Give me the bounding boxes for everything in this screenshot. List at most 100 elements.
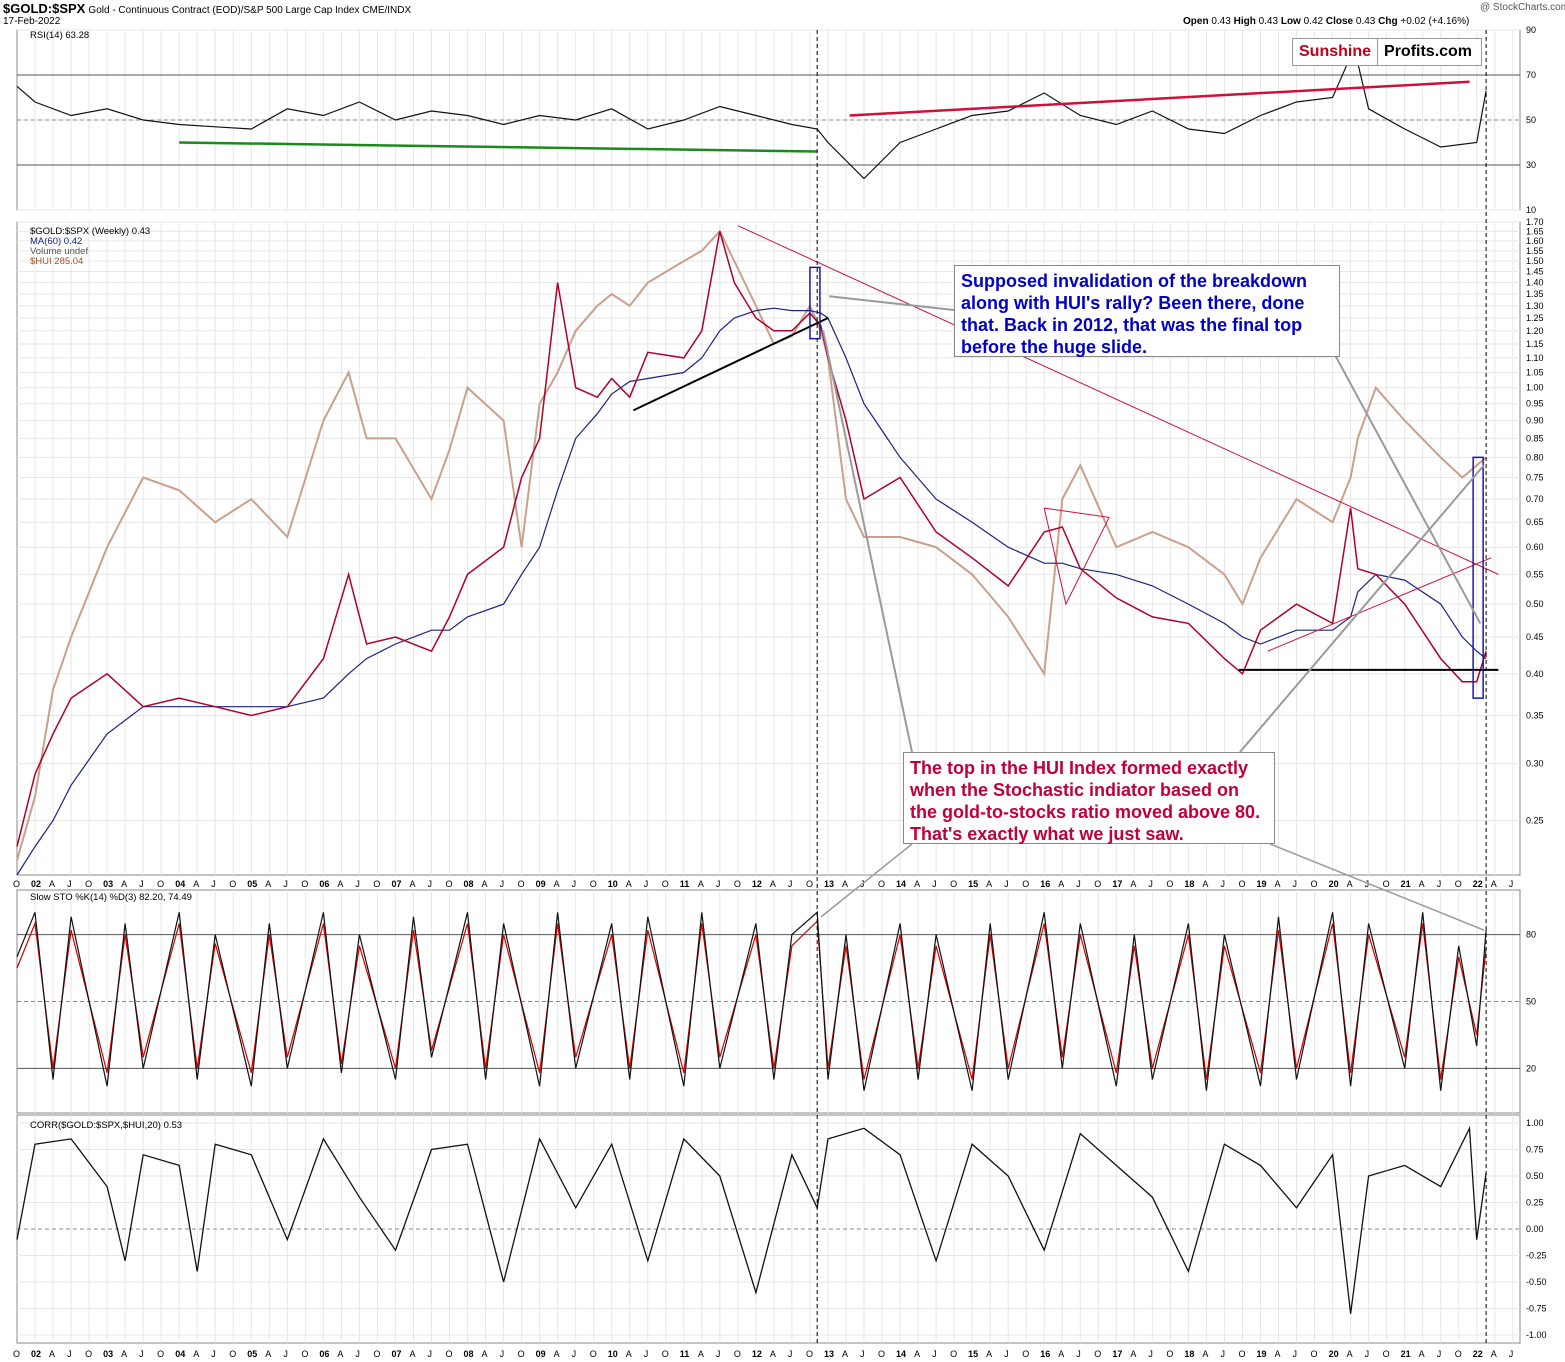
callout-red-to-hui	[1239, 464, 1485, 753]
callout-red-to-stoch-2022	[1269, 843, 1485, 931]
highlight-box-2012	[809, 266, 821, 340]
x-tick-label: A	[1347, 879, 1353, 889]
price-tick-label: 1.05	[1526, 367, 1544, 377]
x-tick-label: A	[770, 1349, 776, 1359]
rsi-tick-label: 50	[1526, 115, 1536, 125]
x-tick-label: J	[860, 1349, 865, 1359]
callout-blue-to-2022	[1334, 354, 1482, 624]
x-tick-label: J	[644, 879, 649, 889]
x-tick-label: 07	[391, 1349, 401, 1359]
x-tick-label: A	[986, 1349, 992, 1359]
corr-line	[16, 1125, 1487, 1314]
x-tick-label: O	[806, 1349, 813, 1359]
x-tick-label: 12	[752, 1349, 762, 1359]
x-tick-label: O	[734, 1349, 741, 1359]
x-tick-label: O	[85, 1349, 92, 1359]
x-tick-label: O	[1166, 879, 1173, 889]
x-tick-label: A	[914, 879, 920, 889]
symbol-description: Gold - Continuous Contract (EOD)/S&P 500…	[88, 5, 412, 16]
price-tick-label: 1.60	[1526, 236, 1544, 246]
x-tick-label: A	[1491, 879, 1497, 889]
price-tick-label: 0.35	[1526, 710, 1544, 720]
rsi-tick-label: 90	[1526, 25, 1536, 35]
x-tick-label: A	[1275, 879, 1281, 889]
x-tick-label: A	[1130, 879, 1136, 889]
x-tick-label: 03	[103, 1349, 113, 1359]
corr-tick-label: -0.75	[1526, 1304, 1547, 1314]
x-tick-label: A	[986, 879, 992, 889]
x-tick-label: J	[572, 879, 577, 889]
x-tick-label: A	[337, 1349, 343, 1359]
x-tick-label: O	[157, 1349, 164, 1359]
x-tick-label: A	[121, 879, 127, 889]
price-tick-label: 1.25	[1526, 313, 1544, 323]
x-tick-label: 08	[464, 879, 474, 889]
corr-tick-label: 0.75	[1526, 1145, 1544, 1155]
close-label: Close	[1325, 16, 1354, 27]
x-tick-label: A	[1058, 879, 1064, 889]
price-tick-label: 1.40	[1526, 278, 1544, 288]
corr-tick-label: -0.50	[1526, 1277, 1547, 1287]
x-tick-label: 14	[896, 879, 906, 889]
x-tick-label: 02	[31, 1349, 41, 1359]
x-tick-label: 04	[175, 879, 185, 889]
x-tick-label: A	[193, 1349, 199, 1359]
x-tick-label: O	[373, 879, 380, 889]
x-tick-label: J	[1004, 879, 1009, 889]
x-tick-label: J	[1076, 879, 1081, 889]
price-tick-label: 0.30	[1526, 759, 1544, 769]
ma60-line	[16, 307, 1487, 876]
x-tick-label: J	[211, 879, 216, 889]
x-tick-label: 09	[536, 879, 546, 889]
x-tick-label: O	[373, 1349, 380, 1359]
x-tick-label: 21	[1401, 1349, 1411, 1359]
x-tick-label: 19	[1256, 1349, 1266, 1359]
highlight-box-2022	[1472, 456, 1484, 699]
x-tick-label: A	[49, 1349, 55, 1359]
x-tick-label: J	[427, 879, 432, 889]
x-tick-label: J	[1148, 1349, 1153, 1359]
corr-tick-label: 1.00	[1526, 1118, 1544, 1128]
price-tick-label: 1.55	[1526, 246, 1544, 256]
x-tick-label: A	[1347, 1349, 1353, 1359]
x-tick-label: O	[13, 879, 20, 889]
rsi-legend: RSI(14) 63.28	[30, 30, 89, 41]
corr-tick-label: 0.00	[1526, 1224, 1544, 1234]
x-tick-label: J	[788, 879, 793, 889]
x-tick-label: O	[301, 879, 308, 889]
rsi-tick-label: 70	[1526, 70, 1536, 80]
open-label: Open	[1183, 16, 1209, 27]
rsi-support-line	[179, 141, 818, 153]
x-tick-label: J	[1220, 879, 1225, 889]
x-tick-label: A	[1202, 1349, 1208, 1359]
price-tick-label: 0.65	[1526, 517, 1544, 527]
x-tick-label: J	[716, 879, 721, 889]
x-tick-label: 17	[1112, 1349, 1122, 1359]
x-tick-label: A	[1491, 1349, 1497, 1359]
x-tick-label: A	[914, 1349, 920, 1359]
x-tick-label: O	[157, 879, 164, 889]
stockcharts-credit: @ StockCharts.com	[1480, 2, 1565, 13]
x-tick-label: 20	[1329, 1349, 1339, 1359]
x-tick-label: 13	[824, 879, 834, 889]
low-label: Low	[1280, 16, 1301, 27]
x-tick-label: A	[770, 879, 776, 889]
x-tick-label: J	[1509, 1349, 1514, 1359]
callout-red-to-stoch-2012	[820, 843, 913, 918]
price-tick-label: 0.50	[1526, 599, 1544, 609]
x-tick-label: 06	[319, 879, 329, 889]
x-tick-label: O	[229, 879, 236, 889]
x-tick-label: J	[1004, 1349, 1009, 1359]
x-tick-label: 07	[391, 879, 401, 889]
x-tick-label: J	[139, 1349, 144, 1359]
x-tick-label: 21	[1401, 879, 1411, 889]
x-tick-label: 11	[680, 879, 690, 889]
callout-blue-to-2012	[829, 295, 955, 311]
price-tick-label: 0.70	[1526, 494, 1544, 504]
x-tick-label: J	[500, 1349, 505, 1359]
chg-value: +0.02 (+4.16%)	[1400, 16, 1470, 27]
high-label: High	[1233, 16, 1256, 27]
x-tick-label: 13	[824, 1349, 834, 1359]
x-tick-label: 19	[1256, 879, 1266, 889]
